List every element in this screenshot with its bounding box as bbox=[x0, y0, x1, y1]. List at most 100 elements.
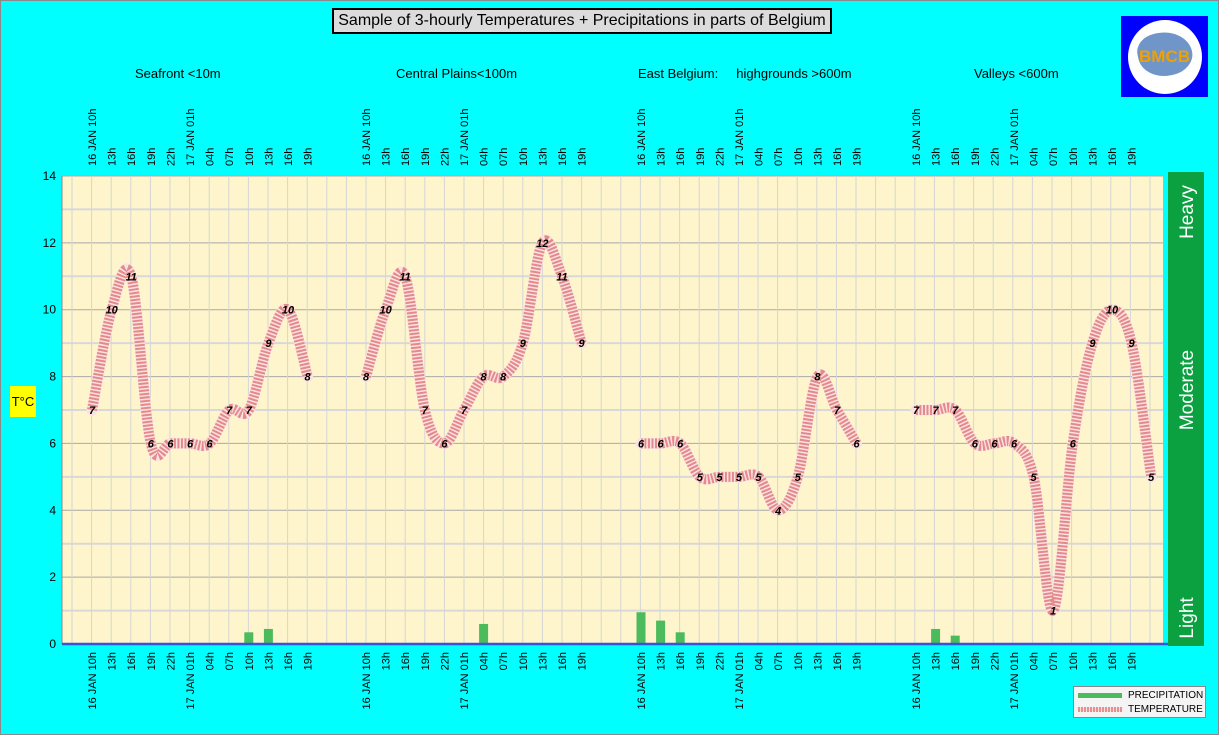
x-tick-label-top: 19h bbox=[146, 148, 158, 166]
x-tick-label-bottom: 17 JAN 01h bbox=[1009, 652, 1021, 709]
temperature-data-label: 9 bbox=[520, 338, 527, 350]
x-tick-label-top: 13h bbox=[537, 148, 549, 166]
temperature-data-label: 7 bbox=[461, 405, 468, 417]
x-tick-label-top: 17 JAN 01h bbox=[1009, 109, 1021, 166]
x-tick-label-top: 16 JAN 10h bbox=[87, 109, 99, 166]
precipitation-bar bbox=[931, 628, 941, 644]
x-tick-label-bottom: 19h bbox=[420, 652, 432, 670]
x-tick-label-top: 16h bbox=[1107, 148, 1119, 166]
x-tick-label-top: 19h bbox=[695, 148, 707, 166]
x-tick-label-bottom: 13h bbox=[812, 652, 824, 670]
temperature-data-label: 6 bbox=[207, 438, 214, 450]
region-label-valleys: Valleys <600m bbox=[974, 66, 1059, 81]
x-tick-label-top: 04h bbox=[479, 148, 491, 166]
y-tick-label: 6 bbox=[49, 436, 56, 450]
x-tick-label-top: 19h bbox=[577, 148, 589, 166]
temperature-data-label: 11 bbox=[399, 271, 410, 283]
temperature-data-label: 7 bbox=[89, 405, 96, 417]
x-tick-label-bottom: 13h bbox=[1087, 652, 1099, 670]
x-tick-label-top: 22h bbox=[165, 148, 177, 166]
x-tick-label-top: 04h bbox=[1029, 148, 1041, 166]
x-tick-label-top: 22h bbox=[989, 148, 1001, 166]
x-tick-label-bottom: 22h bbox=[989, 652, 1001, 670]
x-tick-label-top: 16 JAN 10h bbox=[911, 109, 923, 166]
temperature-data-label: 6 bbox=[972, 438, 979, 450]
x-tick-label-bottom: 19h bbox=[146, 652, 158, 670]
x-tick-label-bottom: 13h bbox=[537, 652, 549, 670]
precipitation-bar bbox=[244, 632, 254, 644]
temperature-data-label: 6 bbox=[1070, 438, 1077, 450]
temperature-data-label: 12 bbox=[536, 238, 548, 250]
temperature-data-label: 8 bbox=[481, 372, 488, 384]
x-tick-label-top: 16h bbox=[675, 148, 687, 166]
x-tick-label-top: 19h bbox=[420, 148, 432, 166]
x-tick-label-bottom: 07h bbox=[224, 652, 236, 670]
precipitation-bar bbox=[675, 632, 685, 644]
temperature-data-label: 7 bbox=[422, 405, 429, 417]
x-tick-label-bottom: 07h bbox=[1048, 652, 1060, 670]
x-tick-label-top: 22h bbox=[439, 148, 451, 166]
x-tick-label-top: 13h bbox=[931, 148, 943, 166]
temperature-data-label: 5 bbox=[736, 472, 743, 484]
temperature-data-label: 6 bbox=[441, 438, 448, 450]
x-tick-label-top: 10h bbox=[244, 148, 256, 166]
x-tick-label-bottom: 19h bbox=[303, 652, 315, 670]
region-label-seafront: Seafront <10m bbox=[135, 66, 221, 81]
x-tick-label-bottom: 04h bbox=[1029, 652, 1041, 670]
y-axis-label: T°C bbox=[10, 386, 36, 417]
x-tick-label-bottom: 16h bbox=[283, 652, 295, 670]
x-tick-label-bottom: 13h bbox=[656, 652, 668, 670]
x-tick-label-bottom: 19h bbox=[695, 652, 707, 670]
x-tick-label-bottom: 13h bbox=[381, 652, 393, 670]
x-tick-label-bottom: 10h bbox=[1068, 652, 1080, 670]
x-tick-label-bottom: 13h bbox=[107, 652, 119, 670]
legend: PRECIPITATION TEMPERATURE bbox=[1073, 686, 1206, 718]
x-tick-label-top: 19h bbox=[303, 148, 315, 166]
temperature-data-label: 9 bbox=[1089, 338, 1096, 350]
temperature-data-label: 6 bbox=[167, 438, 174, 450]
y-tick-label: 4 bbox=[49, 503, 56, 517]
temperature-data-label: 10 bbox=[282, 305, 295, 317]
temperature-data-label: 11 bbox=[556, 271, 567, 283]
x-tick-label-top: 16 JAN 10h bbox=[361, 109, 373, 166]
temperature-data-label: 9 bbox=[579, 338, 586, 350]
precipitation-bar bbox=[636, 612, 646, 644]
intensity-label: Light bbox=[1177, 597, 1198, 639]
temperature-data-label: 6 bbox=[854, 438, 861, 450]
x-tick-label-top: 19h bbox=[1127, 148, 1139, 166]
y-tick-label: 10 bbox=[43, 303, 57, 317]
temperature-data-label: 10 bbox=[1106, 305, 1119, 317]
temperature-data-label: 8 bbox=[363, 372, 370, 384]
chart-title: Sample of 3-hourly Temperatures + Precip… bbox=[332, 8, 832, 34]
x-tick-label-top: 04h bbox=[205, 148, 217, 166]
temperature-line bbox=[361, 235, 587, 449]
y-tick-label: 12 bbox=[43, 236, 57, 250]
temperature-data-label: 9 bbox=[1129, 338, 1136, 350]
x-tick-label-bottom: 07h bbox=[773, 652, 785, 670]
region-label-east-belgium: East Belgium: highgrounds >600m bbox=[638, 66, 852, 81]
x-tick-label-bottom: 22h bbox=[165, 652, 177, 670]
bmcb-logo: BMCB bbox=[1121, 16, 1208, 97]
x-tick-label-top: 16h bbox=[400, 148, 412, 166]
temperature-data-label: 11 bbox=[125, 271, 136, 283]
temperature-line bbox=[87, 263, 313, 461]
x-tick-label-bottom: 17 JAN 01h bbox=[459, 652, 471, 709]
y-tick-label: 2 bbox=[49, 570, 56, 584]
x-tick-label-top: 16h bbox=[832, 148, 844, 166]
x-tick-label-bottom: 17 JAN 01h bbox=[185, 652, 197, 709]
x-tick-label-bottom: 16h bbox=[950, 652, 962, 670]
legend-label-temperature: TEMPERATURE bbox=[1128, 704, 1203, 715]
temperature-data-label: 5 bbox=[1031, 472, 1038, 484]
x-tick-label-top: 07h bbox=[1048, 148, 1060, 166]
x-tick-label-top: 13h bbox=[812, 148, 824, 166]
temperature-data-label: 6 bbox=[677, 438, 684, 450]
x-tick-label-top: 17 JAN 01h bbox=[734, 109, 746, 166]
temperature-data-label: 7 bbox=[246, 405, 253, 417]
y-tick-label: 8 bbox=[49, 370, 56, 384]
x-tick-label-bottom: 19h bbox=[852, 652, 864, 670]
legend-item-precipitation: PRECIPITATION bbox=[1078, 690, 1203, 701]
x-tick-label-bottom: 10h bbox=[793, 652, 805, 670]
x-tick-label-bottom: 13h bbox=[931, 652, 943, 670]
legend-label-precipitation: PRECIPITATION bbox=[1128, 690, 1204, 701]
